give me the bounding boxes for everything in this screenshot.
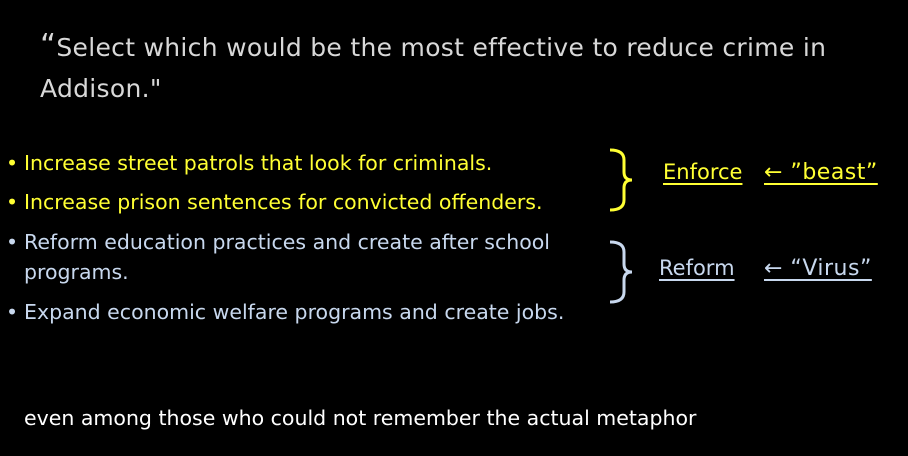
option-text: Increase street patrols that look for cr… [24,151,493,175]
survey-question-text: Select which would be the most effective… [40,33,827,103]
open-quote-mark: “ [40,28,57,64]
beast-metaphor-label: ← ”beast” [764,160,878,185]
option-prison-sentences: • Increase prison sentences for convicted… [6,187,542,217]
bullet-icon: • [6,300,19,324]
enforce-label: Enforce [663,160,743,184]
bullet-icon: • [6,230,19,254]
option-reform-education: • Reform education practices and create a… [6,227,550,287]
enforce-brace [609,148,633,212]
option-economic-welfare: • Expand economic welfare programs and cr… [6,297,564,327]
bullet-icon: • [6,151,19,175]
survey-question: “Select which would be the most effectiv… [40,26,880,109]
option-text-line1: Reform education practices and create af… [24,230,550,254]
reform-label: Reform [659,256,735,280]
virus-metaphor-label: ← “Virus” [764,256,872,281]
option-text: Increase prison sentences for convicted … [24,190,543,214]
option-text-line2: programs. [24,260,129,284]
option-street-patrols: • Increase street patrols that look for c… [6,148,492,178]
reform-brace [609,240,633,304]
bullet-icon: • [6,190,19,214]
footer-note: even among those who could not remember … [24,406,697,430]
option-text: Expand economic welfare programs and cre… [24,300,565,324]
